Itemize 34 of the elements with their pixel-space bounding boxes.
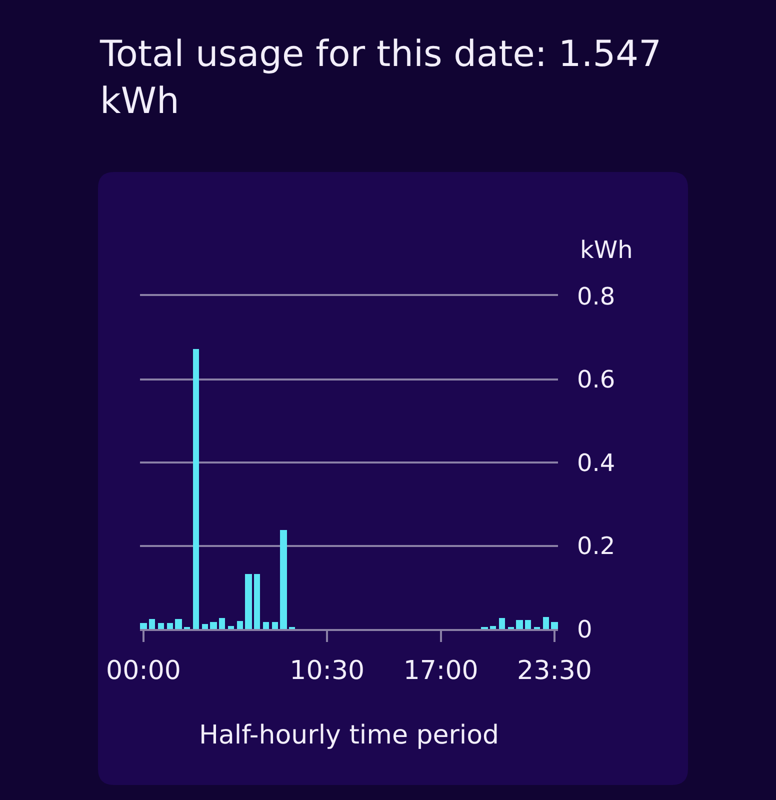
- bar: [516, 620, 523, 629]
- bar: [543, 617, 549, 629]
- y-tick-label: 0.6: [577, 366, 616, 394]
- bar: [525, 620, 531, 629]
- bar: [175, 619, 182, 629]
- bar: [254, 574, 260, 629]
- x-axis-title: Half-hourly time period: [198, 720, 500, 750]
- chart-title: Total usage for this date: 1.547 kWh: [99, 34, 662, 122]
- y-axis-title: kWh: [580, 236, 633, 264]
- y-tick-label: 0.4: [577, 448, 616, 477]
- bar: [490, 626, 496, 629]
- bar: [158, 623, 164, 629]
- bar: [272, 622, 278, 629]
- bar: [210, 622, 217, 629]
- bar: [149, 619, 155, 629]
- x-tick-label: 23:30: [517, 656, 592, 686]
- bar: [245, 574, 252, 629]
- y-tick-label: 0.8: [577, 282, 616, 310]
- bar: [219, 618, 225, 629]
- x-tick-label: 00:00: [106, 656, 181, 686]
- bar: [551, 622, 558, 629]
- bar: [280, 530, 287, 629]
- y-tick-label: 0.2: [577, 532, 616, 560]
- y-tick-label: 0: [577, 615, 592, 644]
- bar: [167, 623, 173, 629]
- bar: [202, 624, 208, 629]
- bar: [263, 622, 269, 629]
- bar: [237, 621, 243, 629]
- x-tick-label: 17:00: [403, 656, 478, 686]
- bar: [193, 349, 199, 629]
- x-tick-label: 10:30: [290, 656, 365, 686]
- bar: [499, 618, 505, 629]
- bar: [140, 623, 147, 629]
- bar: [228, 626, 234, 629]
